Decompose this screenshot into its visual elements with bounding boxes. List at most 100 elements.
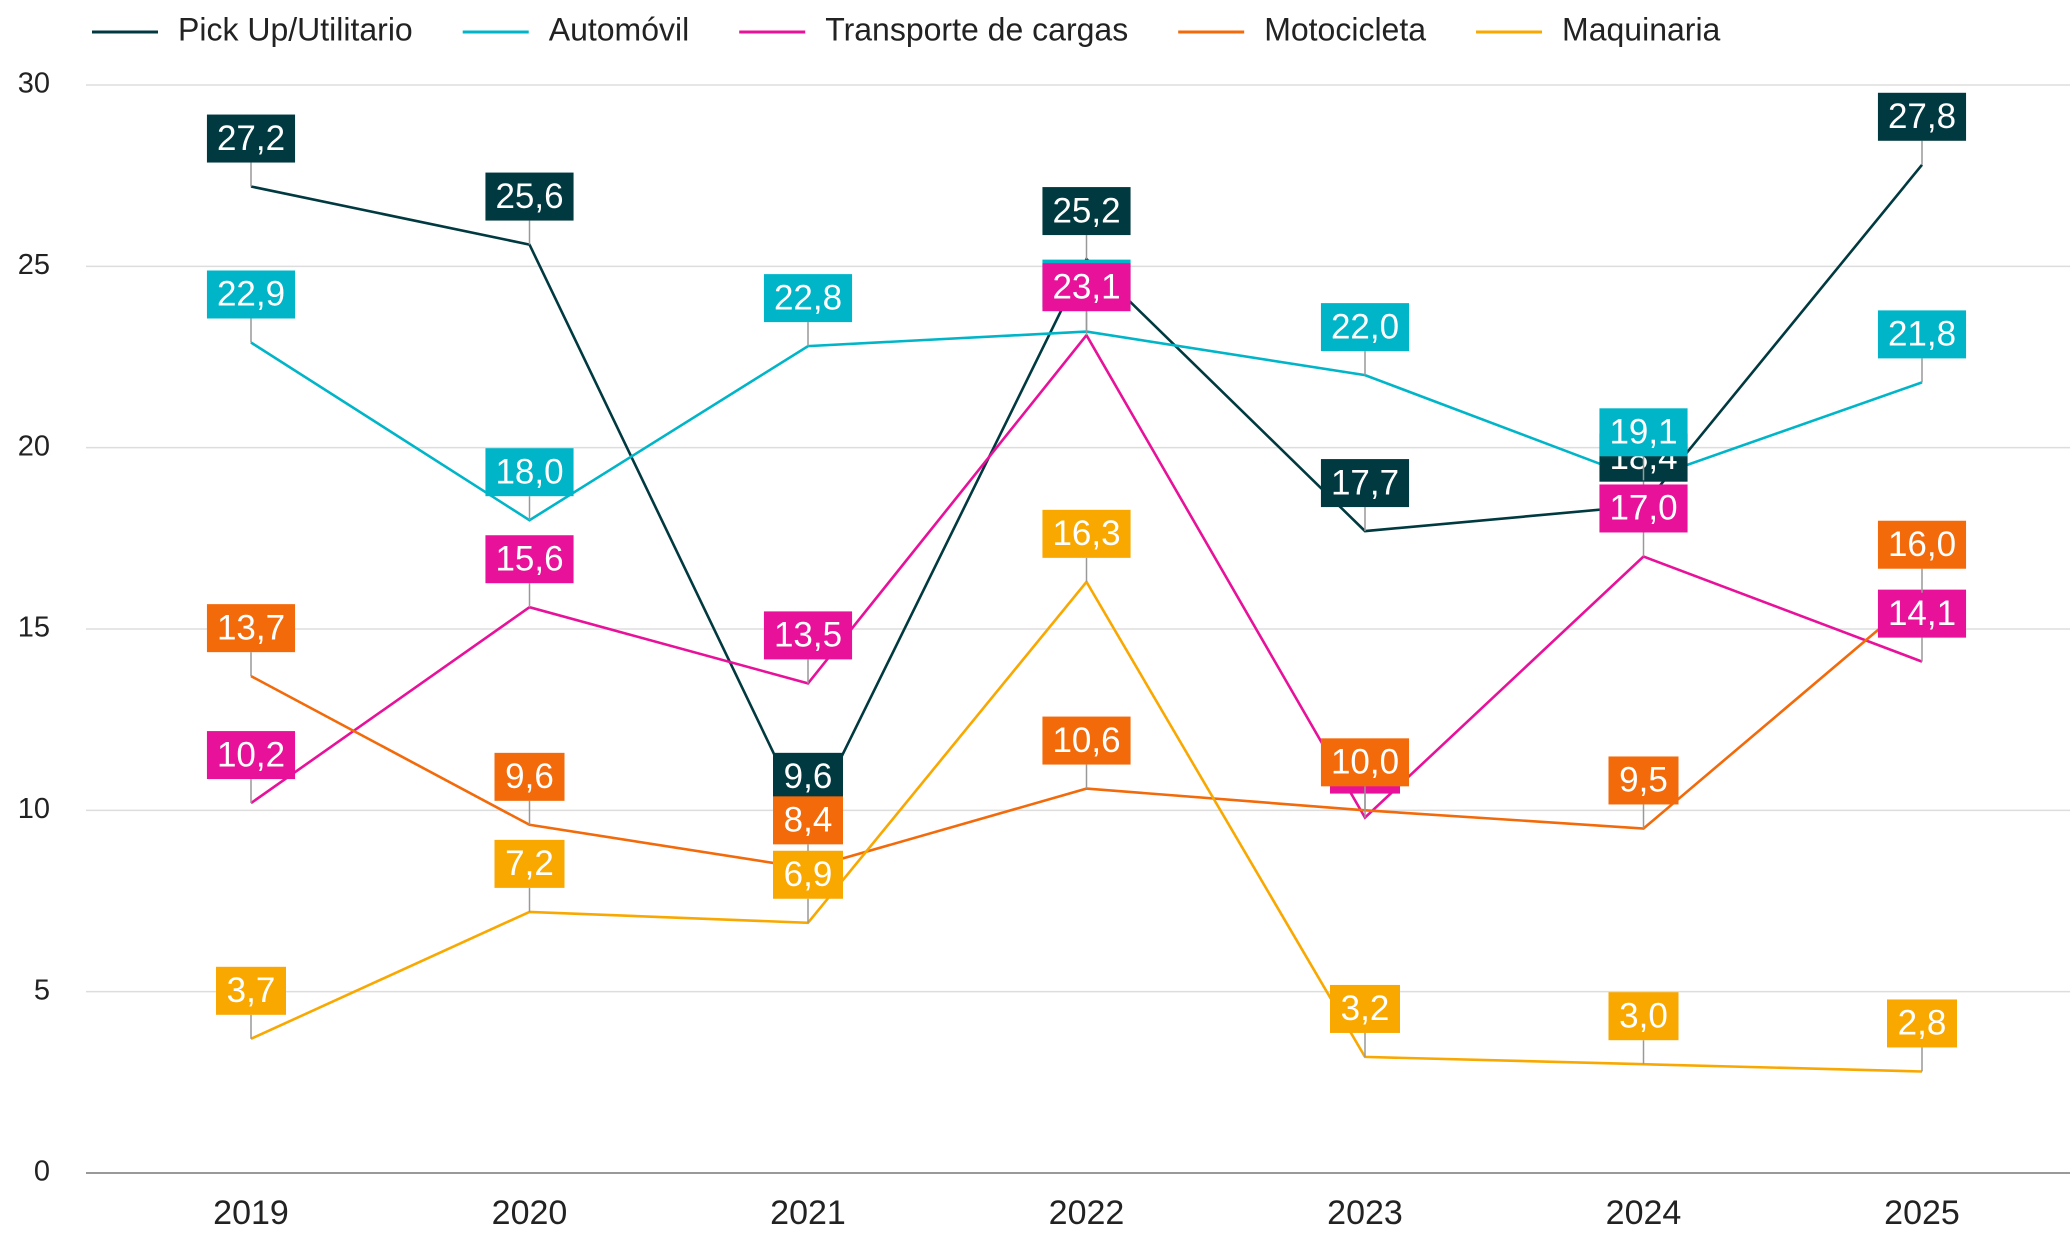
label-box <box>206 604 296 653</box>
label-box <box>1042 716 1131 765</box>
data-label: 13,7 <box>217 608 285 647</box>
data-label: 9,6 <box>505 757 554 796</box>
label-box <box>763 611 853 660</box>
label-box <box>206 114 296 163</box>
value-label: 22,8 <box>763 274 853 347</box>
x-tick-label: 2021 <box>770 1194 846 1232</box>
label-box <box>1320 738 1410 787</box>
label-box <box>773 796 843 845</box>
data-label: 18,0 <box>495 452 563 491</box>
value-label: 27,2 <box>206 114 296 187</box>
legend-label: Pick Up/Utilitario <box>178 11 413 47</box>
label-box <box>1330 984 1400 1033</box>
value-label: 16,0 <box>1877 520 1967 593</box>
label-box <box>1877 520 1967 569</box>
value-label: 2,8 <box>1887 999 1957 1072</box>
x-tick-label: 2019 <box>213 1194 289 1232</box>
label-box <box>763 274 853 323</box>
data-label: 25,6 <box>495 177 563 216</box>
value-label: 3,7 <box>216 966 286 1039</box>
data-label: 9,6 <box>784 757 833 796</box>
value-label: 19,1 <box>1599 408 1688 481</box>
label-box <box>1877 310 1967 359</box>
value-label: 27,8 <box>1877 92 1967 165</box>
data-label: 22,8 <box>774 278 842 317</box>
x-tick-label: 2024 <box>1606 1194 1682 1232</box>
data-label: 3,2 <box>1341 989 1390 1028</box>
y-tick-label: 25 <box>18 249 50 281</box>
data-label: 27,2 <box>217 119 285 158</box>
x-tick-label: 2020 <box>492 1194 568 1232</box>
data-label: 25,2 <box>1052 191 1120 230</box>
value-label: 10,0 <box>1320 738 1410 811</box>
y-tick-label: 5 <box>34 974 50 1006</box>
value-label: 7,2 <box>494 839 565 912</box>
label-box <box>1608 756 1679 805</box>
value-label: 22,9 <box>206 270 296 343</box>
data-label: 8,4 <box>784 801 833 840</box>
label-box <box>485 535 574 584</box>
y-tick-label: 0 <box>34 1156 50 1188</box>
label-box <box>1877 92 1967 141</box>
data-label: 6,9 <box>784 855 833 894</box>
value-label: 22,0 <box>1320 303 1410 376</box>
label-box <box>216 966 286 1015</box>
value-label: 3,0 <box>1608 992 1679 1065</box>
legend-label: Motocicleta <box>1264 11 1426 47</box>
value-label: 23,1 <box>1042 263 1131 336</box>
label-box <box>1042 187 1131 236</box>
data-label: 13,5 <box>774 616 842 655</box>
label-box <box>206 731 296 780</box>
label-box <box>1599 484 1688 533</box>
value-label: 21,8 <box>1877 310 1967 383</box>
value-label: 8,4 <box>773 796 843 869</box>
value-label: 15,6 <box>485 535 574 608</box>
data-label: 9,5 <box>1619 761 1668 800</box>
label-box <box>1320 459 1410 508</box>
legend-label: Automóvil <box>549 11 690 47</box>
label-box <box>206 270 296 319</box>
value-label: 6,9 <box>773 850 843 923</box>
value-label: 13,7 <box>206 604 296 677</box>
y-tick-label: 20 <box>18 430 50 462</box>
value-label: 17,0 <box>1599 484 1688 557</box>
x-tick-label: 2022 <box>1049 1194 1125 1232</box>
value-label: 25,2 <box>1042 187 1131 260</box>
value-label: 9,6 <box>494 752 565 825</box>
label-box <box>494 839 565 888</box>
label-box <box>1608 992 1679 1041</box>
legend-label: Transporte de cargas <box>825 11 1128 47</box>
y-tick-label: 10 <box>18 793 50 825</box>
label-box <box>773 752 843 801</box>
label-box <box>773 850 843 899</box>
value-label: 9,6 <box>773 752 843 825</box>
label-box <box>494 752 565 801</box>
data-label: 16,3 <box>1052 514 1120 553</box>
label-box <box>1320 303 1410 352</box>
label-box <box>1042 263 1131 312</box>
label-box <box>485 448 574 497</box>
data-label: 2,8 <box>1898 1004 1947 1043</box>
data-label: 27,8 <box>1888 97 1956 136</box>
x-tick-label: 2025 <box>1884 1194 1960 1232</box>
value-label: 16,3 <box>1042 509 1131 582</box>
x-tick-label: 2023 <box>1327 1194 1403 1232</box>
value-label: 10,2 <box>206 731 296 804</box>
value-label: 13,5 <box>763 611 853 684</box>
data-label: 3,0 <box>1619 996 1668 1035</box>
value-label: 10,6 <box>1042 716 1131 789</box>
label-box <box>1599 408 1688 457</box>
y-tick-label: 15 <box>18 612 50 644</box>
data-label: 17,7 <box>1331 463 1399 502</box>
value-label: 18,0 <box>485 448 574 521</box>
data-label: 10,0 <box>1331 743 1399 782</box>
value-label: 3,2 <box>1330 984 1400 1057</box>
data-label: 10,2 <box>217 735 285 774</box>
data-label: 22,0 <box>1331 307 1399 346</box>
data-label: 15,6 <box>495 539 563 578</box>
label-box <box>1877 589 1967 638</box>
y-tick-label: 30 <box>18 68 50 100</box>
data-label: 17,0 <box>1609 489 1677 528</box>
data-label: 10,6 <box>1052 721 1120 760</box>
